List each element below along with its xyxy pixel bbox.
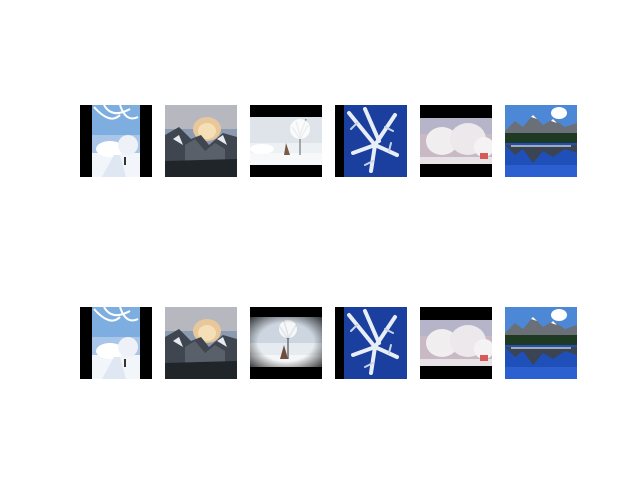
thumbnail-row-bottom xyxy=(0,307,640,379)
thumbnail-ice-crystals-blue[interactable] xyxy=(335,307,407,379)
thumbnail-frosted-trees-pink-sky[interactable] xyxy=(420,307,492,379)
thumbnail-half-dome-winter[interactable] xyxy=(165,307,237,379)
thumbnail-ice-crystals-blue[interactable] xyxy=(335,105,407,177)
thumbnail-snowy-forest-path[interactable] xyxy=(80,105,152,177)
thumbnail-snowy-forest-path[interactable] xyxy=(80,307,152,379)
thumbnail-frosted-tree-field[interactable] xyxy=(250,105,322,177)
thumbnail-frosted-tree-field-vignette[interactable] xyxy=(250,307,322,379)
thumbnail-frosted-trees-pink-sky[interactable] xyxy=(420,105,492,177)
thumbnail-alpine-lake-reflection[interactable] xyxy=(505,105,577,177)
thumbnail-alpine-lake-reflection[interactable] xyxy=(505,307,577,379)
thumbnail-half-dome-winter[interactable] xyxy=(165,105,237,177)
thumbnail-row-top xyxy=(0,105,640,177)
